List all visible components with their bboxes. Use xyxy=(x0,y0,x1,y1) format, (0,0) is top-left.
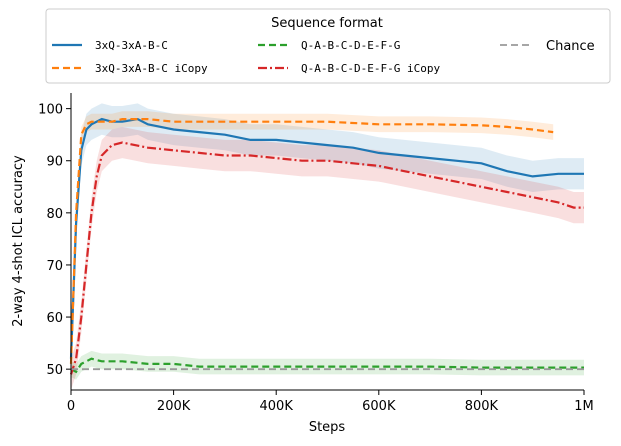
x-tick-label: 600K xyxy=(362,399,396,414)
y-tick-label: 60 xyxy=(46,311,63,326)
legend-label-s4: Q-A-B-C-D-E-F-G iCopy xyxy=(301,62,440,75)
legend-label-s3: Q-A-B-C-D-E-F-G xyxy=(301,39,400,52)
legend-frame xyxy=(45,8,611,84)
x-tick-label: 200K xyxy=(157,399,191,414)
y-tick-label: 100 xyxy=(38,103,63,118)
y-tick-label: 50 xyxy=(46,363,63,378)
y-axis-ticks: 50 60 70 80 90 100 xyxy=(38,103,71,378)
legend: Sequence format 3xQ-3xA-B-C 3xQ-3xA-B-C … xyxy=(45,8,611,84)
band-s4 xyxy=(71,126,584,391)
series-lines xyxy=(69,117,584,375)
legend-label-chance: Chance xyxy=(546,39,595,54)
band-s1 xyxy=(71,103,584,375)
confidence-bands xyxy=(71,103,584,391)
legend-label-s2: 3xQ-3xA-B-C iCopy xyxy=(95,62,208,75)
x-tick-label: 400K xyxy=(260,399,294,414)
y-axis-title: 2-way 4-shot ICL accuracy xyxy=(11,155,26,327)
x-tick-label: 0 xyxy=(67,399,75,414)
legend-title: Sequence format xyxy=(271,16,383,31)
y-tick-label: 70 xyxy=(46,259,63,274)
series-line-s1 xyxy=(69,117,584,359)
x-tick-label: 1M xyxy=(574,399,594,414)
x-axis-ticks: 0 200K 400K 600K 800K 1M xyxy=(67,390,594,414)
x-tick-label: 800K xyxy=(465,399,499,414)
x-axis-title: Steps xyxy=(309,420,346,435)
y-tick-label: 80 xyxy=(46,207,63,222)
band-s3 xyxy=(71,350,584,380)
legend-label-s1: 3xQ-3xA-B-C xyxy=(95,39,168,52)
y-tick-label: 90 xyxy=(46,155,63,170)
series-line-s3 xyxy=(70,357,584,374)
